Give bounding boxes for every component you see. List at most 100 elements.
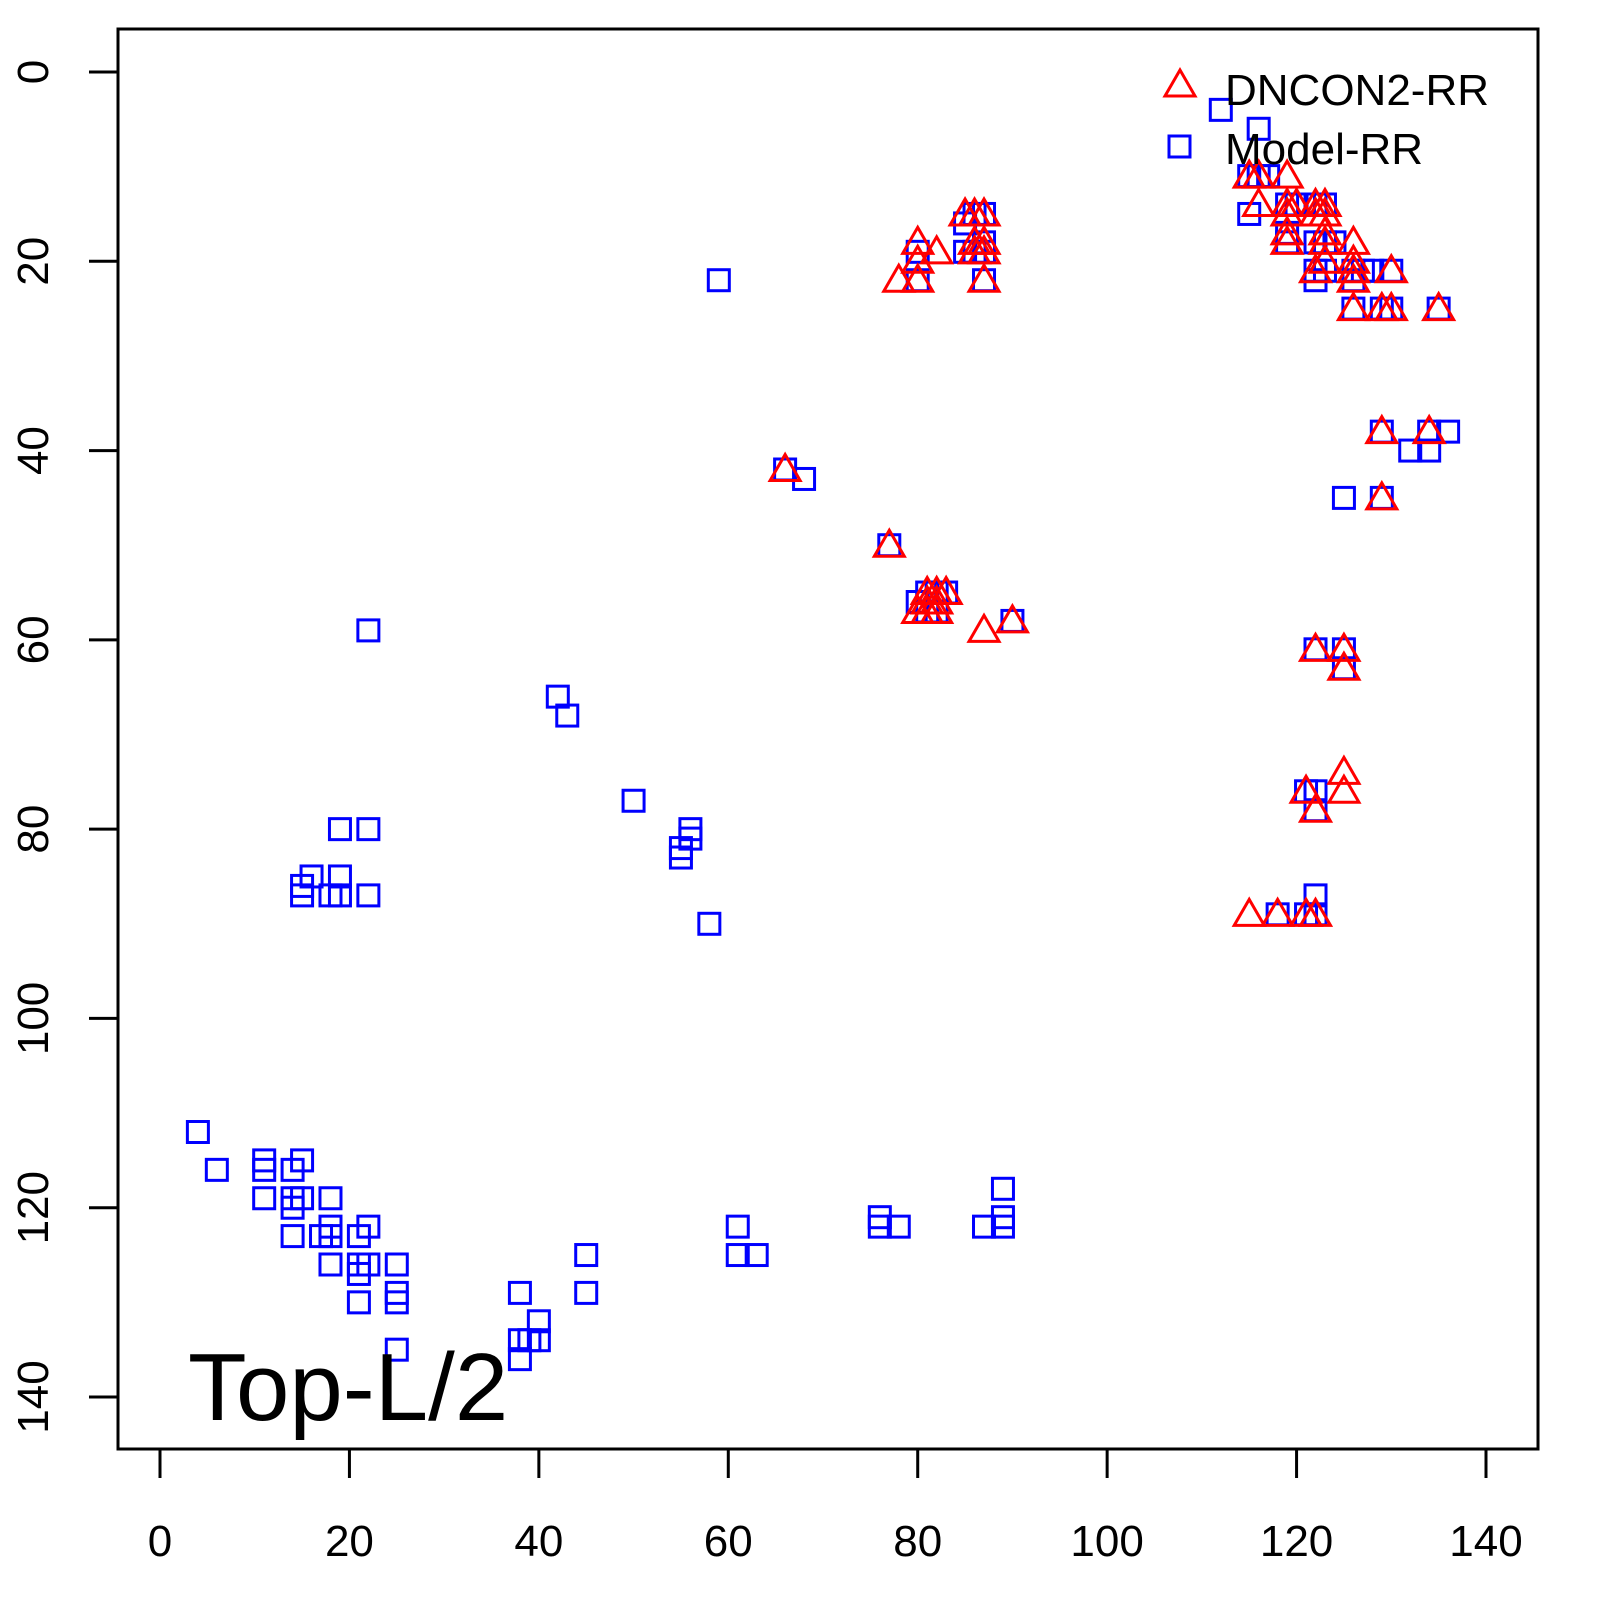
dncon2-rr-point — [1297, 631, 1334, 662]
dncon2-rr-point — [1297, 792, 1334, 823]
x-tick-label: 0 — [148, 1517, 172, 1566]
model-rr-point — [574, 1243, 599, 1268]
model-rr-point — [356, 883, 381, 908]
dncon2-rr-point — [1335, 290, 1371, 322]
model-rr-point — [327, 883, 352, 908]
dncon2-rr-point — [1260, 896, 1296, 927]
model-rr-point — [290, 883, 315, 908]
dncon2-rr-point — [1307, 224, 1343, 255]
dncon2-rr-point — [1364, 413, 1400, 445]
dncon2-rr-point — [1241, 186, 1277, 217]
model-rr-point — [384, 1252, 409, 1277]
model-rr-point — [185, 1120, 210, 1144]
x-tick-label: 120 — [1260, 1517, 1333, 1566]
model-rr-point — [555, 703, 580, 728]
model-rr-point — [1246, 116, 1271, 141]
model-rr-point — [697, 911, 722, 936]
model-rr-point — [526, 1328, 551, 1353]
model-rr-point — [204, 1157, 229, 1182]
y-tick-label: 100 — [9, 982, 58, 1055]
model-rr-point — [744, 1243, 769, 1268]
dncon2-rr-point — [1335, 252, 1371, 284]
model-rr-point — [507, 1280, 532, 1305]
dncon2-rr-point — [1231, 896, 1267, 927]
dncon2-rr-point — [900, 262, 936, 293]
dncon2-rr-point — [1326, 754, 1362, 785]
dncon2-rr-point — [1373, 252, 1409, 284]
dncon2-rr-point — [1326, 773, 1362, 804]
x-tick-label: 80 — [893, 1517, 942, 1566]
model-rr-point — [706, 268, 731, 293]
dncon2-rr-point — [1421, 290, 1457, 322]
model-rr-point — [346, 1224, 371, 1249]
model-rr-point — [1303, 268, 1328, 293]
model-rr-point — [990, 1176, 1015, 1201]
dncon2-rr-point — [966, 612, 1002, 643]
y-tick-label: 40 — [9, 426, 58, 475]
dncon2-rr-point — [871, 527, 907, 558]
model-rr-point — [725, 1243, 750, 1268]
dncon2-rr-point — [900, 224, 936, 255]
model-rr-point — [346, 1261, 371, 1286]
dncon2-rr-point — [994, 602, 1031, 634]
model-rr-point — [621, 788, 646, 813]
dncon2-rr-point — [1297, 252, 1334, 284]
model-rr-point — [327, 817, 352, 842]
legend: DNCON2-RR Model-RR — [1162, 66, 1489, 174]
dncon2-rr-point — [767, 451, 803, 482]
dncon2-rr-point — [1307, 243, 1343, 274]
model-rr-point — [990, 1214, 1015, 1239]
legend-label-dncon2: DNCON2-RR — [1225, 66, 1489, 115]
model-rr-point — [867, 1214, 892, 1239]
y-axis: 0 20 40 60 80 100 120 140 — [9, 60, 120, 1434]
dncon2-rr-point — [1269, 224, 1305, 255]
x-tick-label: 100 — [1070, 1517, 1143, 1566]
y-tick-label: 20 — [9, 237, 58, 286]
model-rr-point — [384, 1337, 409, 1362]
x-tick-label: 140 — [1449, 1517, 1522, 1566]
model-rr-point — [280, 1195, 305, 1220]
y-tick-label: 120 — [9, 1171, 58, 1244]
dncon2-rr-point — [1326, 650, 1362, 681]
dncon2-rr-point — [1288, 773, 1324, 804]
model-rr-point — [725, 1214, 750, 1239]
dncon2-rr-point — [1278, 186, 1315, 217]
model-rr-point — [1398, 438, 1423, 463]
model-rr-point — [1208, 97, 1233, 122]
model-rr-point — [507, 1347, 532, 1372]
legend-label-model: Model-RR — [1225, 125, 1423, 174]
model-rr-point — [252, 1157, 277, 1182]
model-rr-point — [318, 1252, 343, 1277]
model-rr-point — [346, 1290, 371, 1315]
dncon2-rr-point — [966, 262, 1002, 293]
data-points — [185, 97, 1461, 1372]
model-rr-point — [280, 1157, 305, 1182]
model-rr-point — [356, 618, 381, 643]
dncon2-rr-point — [919, 593, 955, 624]
x-axis: 0 20 40 60 80 100 120 140 — [148, 1447, 1523, 1566]
legend-square-marker — [1167, 134, 1192, 159]
x-tick-label: 40 — [514, 1517, 563, 1566]
dncon2-rr-point — [1326, 631, 1362, 662]
y-tick-label: 0 — [9, 60, 58, 84]
model-rr-point — [356, 817, 381, 842]
y-tick-label: 140 — [9, 1360, 58, 1433]
dncon2-rr-point — [1411, 413, 1447, 445]
x-tick-label: 20 — [325, 1517, 374, 1566]
model-rr-point — [280, 1224, 305, 1249]
model-rr-point — [1331, 485, 1356, 510]
model-rr-point — [318, 1186, 343, 1211]
dncon2-rr-point — [881, 262, 917, 293]
y-tick-label: 60 — [9, 615, 58, 664]
model-rr-point — [1417, 438, 1442, 463]
model-rr-point — [792, 466, 817, 491]
model-rr-point — [318, 1224, 343, 1249]
model-rr-point — [252, 1186, 277, 1211]
dncon2-rr-point — [1269, 214, 1305, 246]
model-rr-point — [668, 845, 693, 870]
model-rr-point — [972, 1214, 997, 1239]
y-tick-label: 80 — [9, 805, 58, 854]
model-rr-point — [384, 1290, 409, 1315]
dncon2-rr-point — [1364, 479, 1400, 511]
